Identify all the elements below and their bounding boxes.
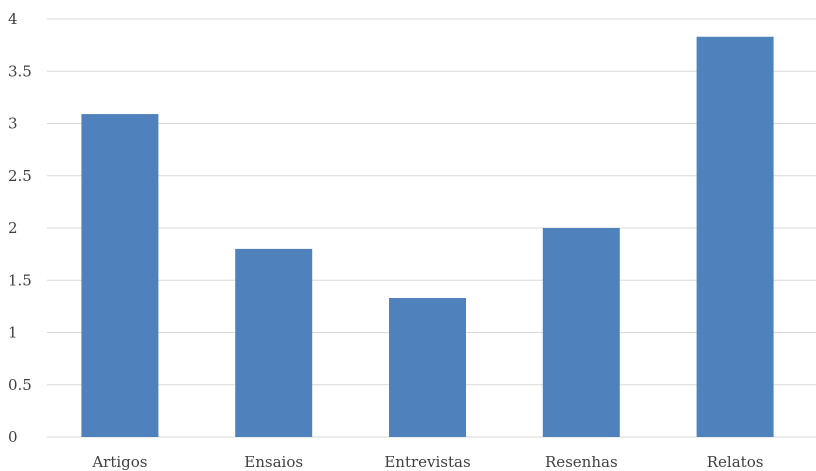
gridlines — [47, 18, 816, 438]
x-axis-categories: Artigos Ensaios Entrevistas Resenhas Relatos — [91, 453, 763, 471]
bar-entrevistas — [389, 298, 466, 437]
x-category-label: Ensaios — [244, 453, 303, 471]
x-category-label: Relatos — [707, 453, 764, 471]
y-tick-label: 2.5 — [8, 167, 32, 185]
y-tick-label: 3 — [8, 115, 18, 133]
x-category-label: Artigos — [91, 453, 147, 471]
bar-artigos — [81, 114, 159, 437]
bar-ensaios — [235, 248, 313, 437]
y-tick-label: 0 — [8, 428, 18, 446]
bar-relatos — [696, 36, 774, 437]
bar-resenhas — [542, 228, 620, 437]
y-tick-label: 1 — [8, 324, 18, 342]
x-category-label: Resenhas — [545, 453, 618, 471]
bars — [81, 36, 774, 437]
y-tick-label: 2 — [8, 219, 18, 237]
y-axis-ticks: 0 0.5 1 1.5 2 2.5 3 3.5 4 — [8, 10, 32, 446]
y-tick-label: 4 — [8, 10, 18, 28]
x-category-label: Entrevistas — [384, 453, 470, 471]
y-tick-label: 0.5 — [8, 376, 32, 394]
y-tick-label: 3.5 — [8, 62, 32, 80]
y-tick-label: 1.5 — [8, 271, 32, 289]
